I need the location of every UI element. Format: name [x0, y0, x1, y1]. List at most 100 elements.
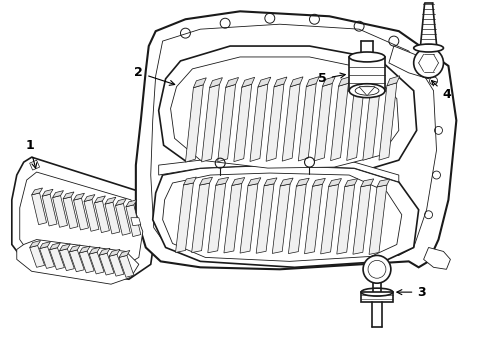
Polygon shape [353, 185, 371, 254]
Polygon shape [95, 201, 109, 233]
Polygon shape [99, 253, 114, 275]
Polygon shape [49, 243, 60, 250]
Polygon shape [159, 46, 416, 178]
Polygon shape [126, 200, 137, 207]
Ellipse shape [414, 44, 443, 52]
Polygon shape [95, 196, 105, 203]
Polygon shape [84, 194, 95, 202]
Polygon shape [32, 188, 43, 195]
Polygon shape [192, 183, 210, 253]
Polygon shape [116, 203, 130, 235]
Polygon shape [226, 77, 239, 87]
Polygon shape [171, 57, 399, 168]
Polygon shape [331, 83, 348, 161]
Polygon shape [320, 184, 339, 254]
Text: 4: 4 [432, 81, 451, 101]
Polygon shape [159, 158, 399, 182]
Circle shape [363, 255, 391, 283]
Polygon shape [210, 78, 222, 87]
Polygon shape [272, 184, 290, 253]
Polygon shape [183, 177, 196, 185]
Polygon shape [136, 11, 456, 269]
Polygon shape [63, 197, 78, 229]
Polygon shape [322, 76, 335, 86]
Polygon shape [369, 185, 387, 255]
Polygon shape [89, 252, 104, 274]
Polygon shape [305, 184, 322, 254]
Polygon shape [256, 184, 274, 253]
Polygon shape [194, 78, 206, 88]
Polygon shape [30, 240, 41, 247]
Polygon shape [105, 197, 116, 204]
Polygon shape [30, 160, 40, 170]
Polygon shape [59, 249, 74, 271]
Polygon shape [306, 77, 319, 86]
Polygon shape [153, 165, 418, 267]
Polygon shape [119, 251, 130, 257]
Polygon shape [74, 198, 88, 230]
Polygon shape [359, 87, 375, 96]
Polygon shape [250, 84, 268, 162]
Polygon shape [371, 76, 384, 86]
Polygon shape [40, 247, 54, 269]
Polygon shape [232, 177, 245, 185]
Polygon shape [363, 83, 381, 160]
Polygon shape [79, 246, 90, 253]
Polygon shape [20, 172, 143, 269]
Polygon shape [99, 248, 110, 255]
Polygon shape [315, 84, 332, 161]
Polygon shape [70, 250, 84, 272]
Polygon shape [105, 202, 120, 234]
Polygon shape [218, 84, 236, 162]
Polygon shape [199, 177, 213, 185]
Ellipse shape [349, 84, 385, 98]
Polygon shape [248, 178, 261, 186]
Polygon shape [84, 199, 99, 231]
Polygon shape [201, 85, 220, 162]
Polygon shape [329, 179, 342, 186]
Polygon shape [296, 178, 309, 186]
Text: 3: 3 [397, 285, 426, 299]
Polygon shape [424, 247, 450, 269]
Polygon shape [389, 46, 434, 79]
Polygon shape [131, 218, 141, 226]
Polygon shape [298, 84, 316, 161]
Polygon shape [126, 205, 141, 237]
Polygon shape [258, 77, 271, 87]
Text: 2: 2 [134, 66, 175, 85]
Polygon shape [282, 84, 300, 161]
Polygon shape [74, 193, 84, 200]
Polygon shape [52, 195, 68, 227]
Polygon shape [70, 245, 80, 252]
Circle shape [414, 48, 443, 78]
Polygon shape [216, 177, 229, 185]
Polygon shape [185, 85, 203, 162]
Polygon shape [361, 179, 374, 187]
Polygon shape [40, 242, 50, 248]
Polygon shape [355, 76, 368, 86]
Polygon shape [289, 184, 306, 253]
Polygon shape [208, 183, 226, 253]
Polygon shape [63, 192, 74, 199]
Polygon shape [379, 83, 397, 160]
Polygon shape [32, 193, 47, 225]
Polygon shape [339, 76, 351, 86]
Text: 1: 1 [25, 139, 37, 168]
Polygon shape [337, 185, 355, 254]
Polygon shape [266, 84, 284, 161]
Polygon shape [116, 198, 126, 206]
Polygon shape [349, 57, 385, 91]
Polygon shape [42, 194, 57, 226]
Ellipse shape [349, 52, 385, 62]
Polygon shape [163, 173, 402, 261]
Polygon shape [109, 254, 124, 276]
Polygon shape [59, 244, 71, 251]
Polygon shape [151, 24, 437, 257]
Polygon shape [175, 183, 194, 252]
Polygon shape [224, 184, 242, 253]
Polygon shape [280, 178, 293, 186]
Polygon shape [234, 84, 252, 162]
Polygon shape [387, 76, 400, 86]
Text: 5: 5 [318, 72, 345, 85]
Polygon shape [313, 178, 325, 186]
